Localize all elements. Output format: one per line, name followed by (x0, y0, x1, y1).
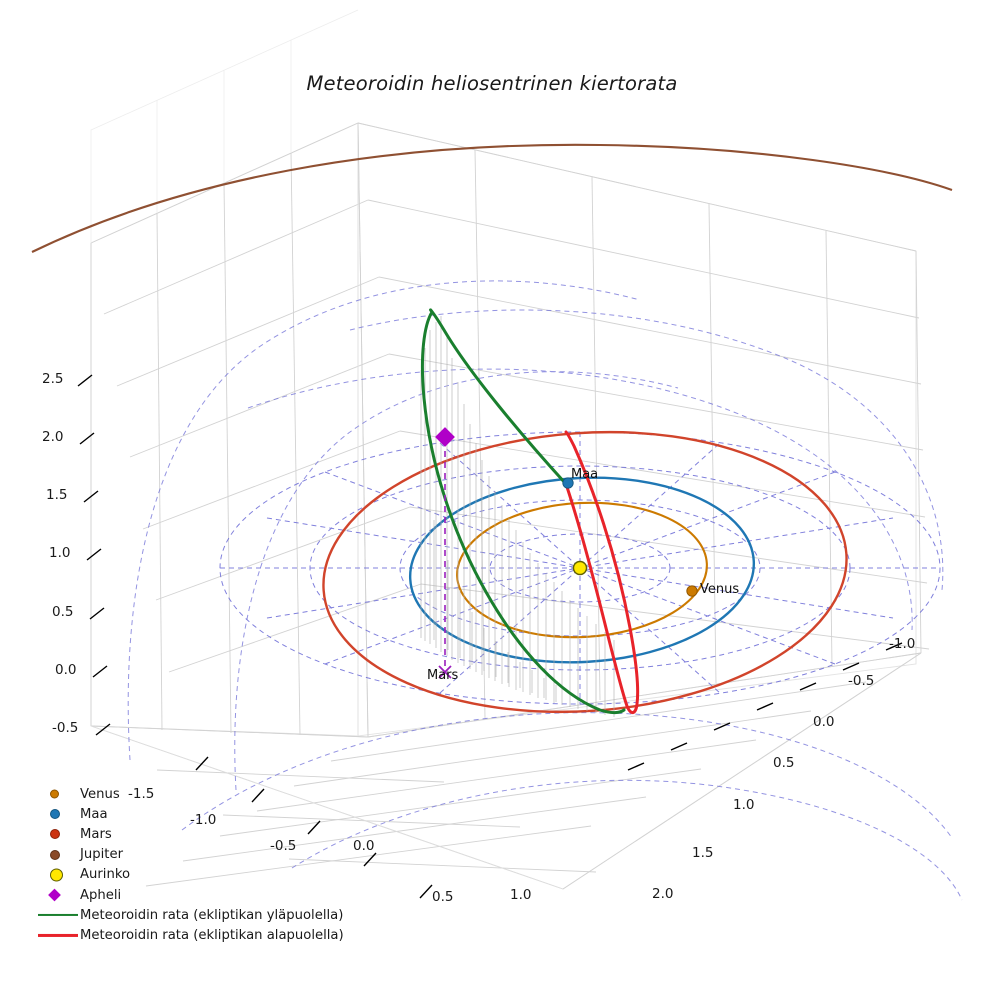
legend-item-mars[interactable]: Mars (36, 824, 366, 844)
green-line-swatch-icon (36, 905, 80, 925)
earth-marker (562, 477, 574, 489)
z-tick-label: -0.5 (52, 720, 79, 736)
legend-item-apheli[interactable]: Apheli (36, 885, 366, 905)
orbit-drop-lines (420, 316, 615, 717)
y-axis-ticks (627, 642, 903, 771)
z-tick-label: 0.5 (52, 604, 74, 620)
z-axis-ticks (77, 374, 111, 736)
y-tick-label: 0.0 (813, 714, 835, 730)
legend-item-orbit-above[interactable]: Meteoroidin rata (ekliptikan yläpuolella… (36, 905, 366, 925)
x-tick-label: 1.0 (510, 887, 532, 903)
x-tick-label: 2.0 (652, 886, 674, 902)
legend-label: Aurinko (80, 867, 131, 883)
legend-label: Meteoroidin rata (ekliptikan yläpuolella… (80, 907, 344, 923)
meteoroid-orbit-above (420, 308, 626, 715)
y-tick-label: 0.5 (773, 755, 795, 771)
meteoroid-orbit-below (564, 430, 640, 714)
x-tick-label: 1.5 (692, 845, 714, 861)
venus-orbit (456, 501, 708, 639)
x-tick-label: -0.5 (270, 838, 297, 854)
legend-item-venus[interactable]: Venus (36, 784, 366, 804)
z-tick-label: 0.0 (55, 662, 77, 678)
chart-title: Meteoroidin heliosentrinen kiertorata (306, 72, 678, 95)
legend-label: Mars (80, 826, 112, 842)
x-tick-label: 0.0 (353, 838, 375, 854)
legend-item-maa[interactable]: Maa (36, 804, 366, 824)
x-tick-label: -1.0 (190, 812, 217, 828)
earth-label: Maa (571, 467, 599, 482)
y-tick-label: -1.0 (889, 636, 916, 652)
z-tick-label: 1.0 (49, 545, 71, 561)
aphelion-swatch-icon (36, 885, 80, 905)
sun-swatch-icon (36, 865, 80, 885)
z-tick-label: 2.0 (42, 429, 64, 445)
aphelion-drop-line (438, 440, 452, 679)
venus-marker (686, 585, 698, 597)
x-axis-ticks (195, 756, 433, 899)
x-tick-label: -1.5 (128, 786, 155, 802)
x-tick-label: 0.5 (432, 889, 454, 905)
red-line-swatch-icon (36, 925, 80, 945)
legend-item-orbit-below[interactable]: Meteoroidin rata (ekliptikan alapuolella… (36, 925, 366, 945)
aphelion-marker (435, 427, 455, 447)
jupiter-swatch-icon (36, 845, 80, 865)
venus-swatch-icon (36, 784, 80, 804)
legend-item-aurinko[interactable]: Aurinko (36, 865, 366, 885)
legend: Venus Maa Mars Jupiter Aurinko (36, 784, 366, 946)
legend-label: Maa (80, 806, 108, 822)
polar-grid-walls (127, 280, 963, 901)
legend-label: Venus (80, 786, 120, 802)
jupiter-orbit (31, 143, 953, 253)
z-tick-label: 2.5 (42, 371, 64, 387)
venus-label: Venus (700, 582, 740, 597)
legend-label: Jupiter (80, 847, 123, 863)
y-tick-label: -0.5 (848, 673, 875, 689)
mars-swatch-icon (36, 824, 80, 844)
legend-item-jupiter[interactable]: Jupiter (36, 845, 366, 865)
earth-swatch-icon (36, 804, 80, 824)
legend-label: Apheli (80, 887, 122, 903)
y-tick-label: 1.0 (733, 797, 755, 813)
mars-label: Mars (427, 668, 459, 683)
z-tick-label: 1.5 (46, 487, 68, 503)
mars-orbit (322, 430, 848, 714)
legend-label: Meteoroidin rata (ekliptikan alapuolella… (80, 927, 344, 943)
sun-marker (572, 560, 588, 576)
